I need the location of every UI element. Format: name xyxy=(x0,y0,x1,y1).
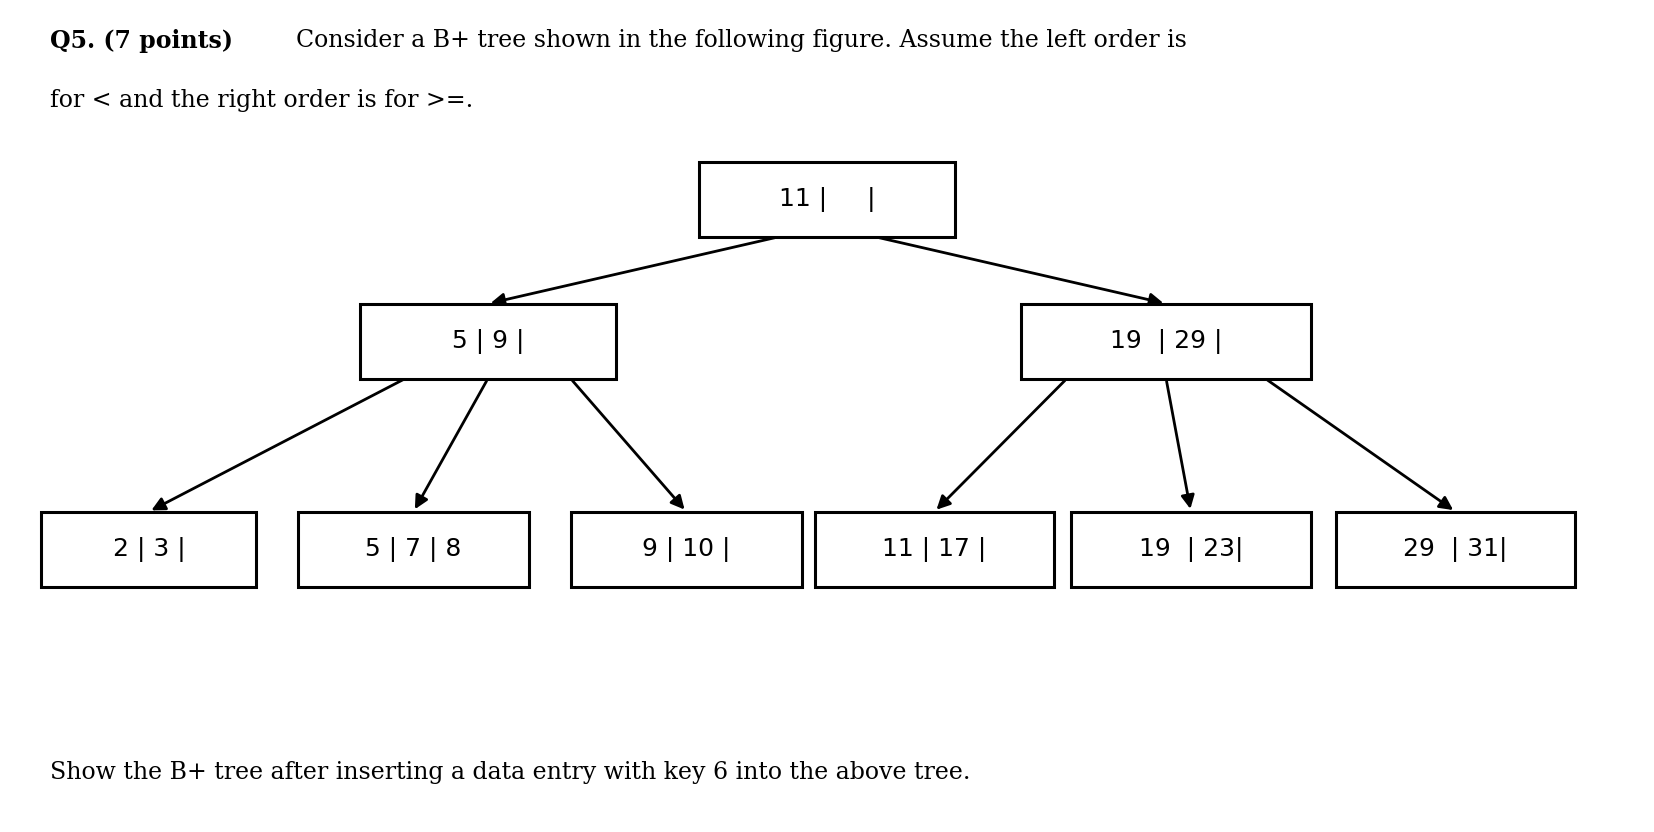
Text: Q5. (7 points): Q5. (7 points) xyxy=(50,29,241,53)
FancyBboxPatch shape xyxy=(698,162,956,237)
FancyBboxPatch shape xyxy=(814,512,1055,587)
FancyBboxPatch shape xyxy=(571,512,802,587)
Text: 11 |     |: 11 | | xyxy=(779,187,875,212)
Text: 9 | 10 |: 9 | 10 | xyxy=(642,537,731,562)
FancyBboxPatch shape xyxy=(359,304,615,379)
Text: 11 | 17 |: 11 | 17 | xyxy=(882,537,987,562)
Text: Show the B+ tree after inserting a data entry with key 6 into the above tree.: Show the B+ tree after inserting a data … xyxy=(50,761,971,785)
Text: 19  | 23|: 19 | 23| xyxy=(1138,537,1244,562)
Text: for < and the right order is for >=.: for < and the right order is for >=. xyxy=(50,89,473,112)
Text: Consider a B+ tree shown in the following figure. Assume the left order is: Consider a B+ tree shown in the followin… xyxy=(296,29,1188,52)
FancyBboxPatch shape xyxy=(1336,512,1575,587)
FancyBboxPatch shape xyxy=(41,512,256,587)
FancyBboxPatch shape xyxy=(1021,304,1310,379)
FancyBboxPatch shape xyxy=(1072,512,1310,587)
Text: 5 | 9 |: 5 | 9 | xyxy=(452,329,524,354)
Text: 5 | 7 | 8: 5 | 7 | 8 xyxy=(366,537,461,562)
Text: 19  | 29 |: 19 | 29 | xyxy=(1110,329,1222,354)
FancyBboxPatch shape xyxy=(298,512,529,587)
Text: 29  | 31|: 29 | 31| xyxy=(1403,537,1508,562)
Text: 2 | 3 |: 2 | 3 | xyxy=(112,537,185,562)
